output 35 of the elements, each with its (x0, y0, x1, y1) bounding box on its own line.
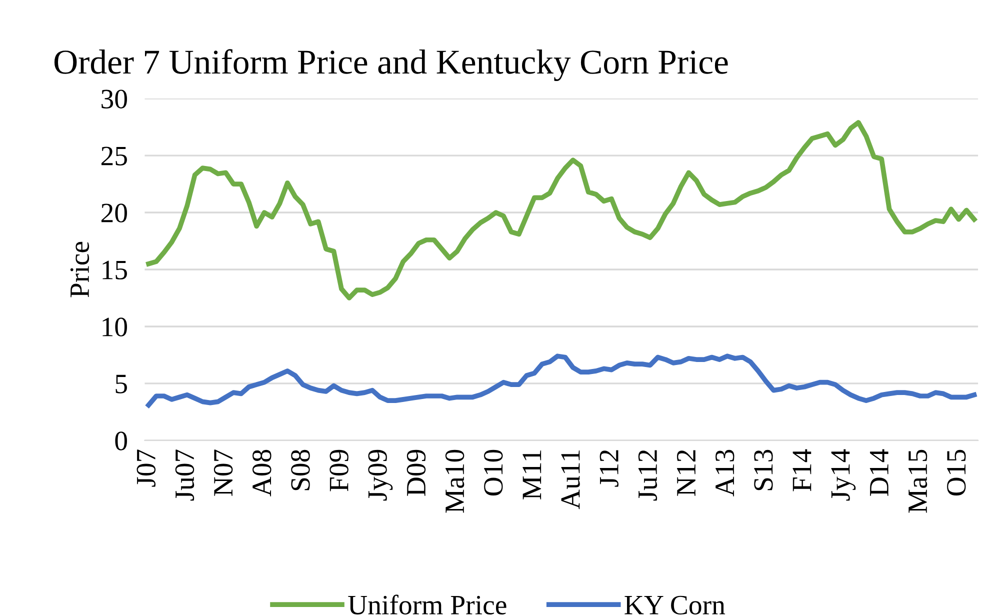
x-tick-label: Ju07 (175, 450, 194, 501)
y-tick-label: 30 (102, 90, 127, 108)
x-tick-label: D09 (406, 450, 426, 496)
y-tick-label: 20 (101, 204, 127, 222)
line-series (146, 354, 977, 408)
x-tick-label: A13 (716, 450, 734, 496)
x-tick-label: O15 (947, 450, 966, 496)
line-series (146, 120, 977, 300)
y-tick-label: 10 (102, 318, 127, 336)
x-tick-label: Ma10 (445, 450, 464, 513)
x-tick-label: S08 (291, 450, 310, 490)
x-tick-label: Au11 (561, 450, 580, 510)
x-tick-label: J07 (136, 450, 156, 487)
x-tick-label: Ju12 (638, 450, 658, 501)
y-tick-label: 25 (101, 146, 127, 166)
y-tick-label: 5 (116, 374, 127, 394)
x-tick-label: A08 (252, 450, 272, 496)
y-tick-label: 15 (102, 260, 127, 280)
x-tick-label: J12 (600, 450, 618, 487)
legend-label: KY Corn (624, 596, 726, 615)
x-tick-label: F09 (330, 450, 348, 492)
x-tick-label: D14 (870, 449, 888, 496)
x-tick-label: O10 (484, 450, 503, 496)
x-tick-label: Jy09 (368, 450, 393, 501)
x-tick-label: M11 (522, 450, 542, 500)
x-tick-label: N07 (214, 450, 233, 496)
legend-label: Uniform Price (348, 594, 506, 615)
x-tick-label: Jy14 (831, 449, 856, 501)
x-tick-label: F14 (792, 449, 812, 492)
y-axis-title: Price (70, 242, 90, 298)
x-tick-label: Ma15 (908, 450, 928, 513)
chart-title: Order 7 Uniform Price and Kentucky Corn Price (54, 49, 728, 82)
x-tick-label: N12 (676, 450, 696, 496)
y-tick-label: 0 (115, 432, 127, 450)
x-tick-label: S13 (754, 450, 773, 490)
